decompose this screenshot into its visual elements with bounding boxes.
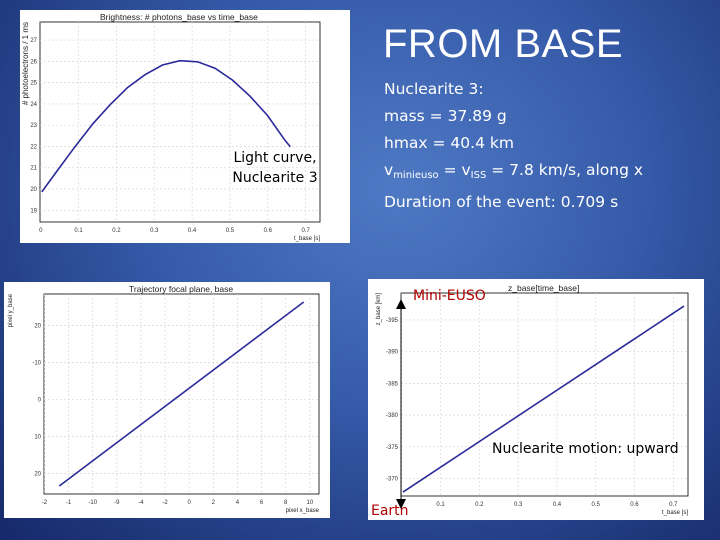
slide-title: FROM BASE: [383, 22, 624, 66]
x-tick-label: -2: [42, 500, 48, 506]
x-tick-label: 0.7: [301, 228, 310, 234]
x-tick-label: 2: [212, 500, 216, 506]
velocity-v: v: [384, 161, 394, 179]
x-tick-label: 0.4: [188, 228, 197, 234]
y-tick-label: 0: [38, 398, 42, 404]
data-series-line: [41, 59, 291, 193]
x-tick-label: 8: [284, 500, 288, 506]
info-mass: mass = 37.89 g: [384, 107, 507, 125]
y-tick-label: 26: [30, 59, 37, 65]
x-tick-label: 0.7: [669, 502, 678, 508]
x-tick-label: -10: [88, 500, 97, 506]
x-tick-label: 0.5: [226, 228, 235, 234]
x-tick-label: 0.3: [514, 502, 523, 508]
data-series-line: [58, 301, 305, 487]
y-tick-label: -390: [386, 350, 399, 356]
trajectory-chart: -2 -1 -10 -9 -4 -2 0 2 4 6 8 10 20 10 0 -10 20 Trajectory…: [8, 284, 320, 514]
z-time-panel: 00.10.20.30.40.50.60.7-370-375-380-385-3…: [368, 279, 704, 520]
arrow-head-down: [396, 499, 406, 509]
x-tick-label: 0.6: [630, 502, 639, 508]
y-tick-label: 21: [30, 166, 37, 172]
info-velocity: vminieuso = vISS = 7.8 km/s, along x: [384, 157, 643, 189]
x-tick-label: -9: [114, 500, 120, 506]
x-tick-label: 0.6: [264, 228, 273, 234]
y-tick-label: 20: [34, 472, 41, 478]
info-hmax: hmax = 40.4 km: [384, 134, 514, 152]
x-tick-label: -4: [138, 500, 144, 506]
chart-title: Trajectory focal plane, base: [129, 284, 233, 294]
x-tick-label: 0.1: [74, 228, 83, 234]
y-axis-label: pixel y_base: [8, 293, 14, 327]
x-tick-label: 0: [188, 500, 192, 506]
x-tick-label: 4: [236, 500, 240, 506]
velocity-value: = 7.8 km/s, along x: [486, 161, 644, 179]
y-tick-label: 23: [30, 123, 37, 129]
plot-frame: [39, 21, 321, 223]
y-tick-label: 19: [30, 208, 37, 214]
y-tick-label: 25: [30, 81, 37, 87]
x-tick-label: 0.1: [436, 502, 445, 508]
arrow-head-up: [396, 299, 406, 309]
z-time-chart: 00.10.20.30.40.50.60.7-370-375-380-385-3…: [376, 283, 689, 516]
y-tick-label: 20: [34, 323, 41, 329]
motion-label: Nuclearite motion: upward: [492, 441, 679, 457]
x-tick-label: 0.5: [592, 502, 601, 508]
x-axis-label: pixel x_base: [286, 508, 320, 514]
y-tick-label: 20: [30, 187, 37, 193]
x-tick-label: 0.2: [475, 502, 484, 508]
y-axis-label: # photoelectrons / 1 ms: [21, 22, 30, 105]
x-tick-label: 0.3: [150, 228, 159, 234]
earth-label: Earth: [371, 503, 409, 519]
x-tick-label: 6: [260, 500, 264, 506]
light-curve-label: Light curve, Nuclearite 3: [232, 150, 318, 186]
y-tick-label: -375: [386, 445, 399, 451]
x-tick-label: -2: [162, 500, 168, 506]
chart-title: Brightness: # photons_base vs time_base: [100, 12, 258, 22]
x-tick-label: 0.2: [112, 228, 121, 234]
nuclearite-info: Nuclearite 3: mass = 37.89 g hmax = 40.4…: [384, 76, 643, 216]
data-series-line: [402, 305, 685, 493]
x-tick-label: 0: [39, 228, 43, 234]
x-tick-label: 0.4: [553, 502, 562, 508]
y-tick-label: 10: [34, 435, 41, 441]
y-tick-label: 24: [30, 102, 37, 108]
x-tick-label: -1: [66, 500, 72, 506]
y-tick-label: 22: [30, 144, 37, 150]
mini-euso-label: Mini-EUSO: [413, 288, 486, 304]
info-duration: Duration of the event: 0.709 s: [384, 193, 619, 211]
light-curve-panel: 0 0.1 0.2 0.3 0.4 0.5 0.6 0.7 19 20 21 22 23 24 25 26 27…: [20, 10, 350, 243]
y-tick-label: -380: [386, 413, 399, 419]
light-curve-chart: 0 0.1 0.2 0.3 0.4 0.5 0.6 0.7 19 20 21 22 23 24 25 26 27…: [21, 12, 321, 242]
y-tick-label: -395: [386, 318, 399, 324]
y-tick-label: -385: [386, 381, 399, 387]
x-axis-label: t_base [s]: [662, 510, 688, 516]
velocity-sub-iss: ISS: [470, 170, 487, 181]
y-tick-label: 27: [30, 38, 37, 44]
x-axis-label: t_base [s]: [294, 236, 320, 242]
vertical-arrow: [396, 299, 406, 509]
trajectory-panel: -2 -1 -10 -9 -4 -2 0 2 4 6 8 10 20 10 0 -10 20 Trajectory…: [4, 282, 330, 518]
chart-title: z_base[time_base]: [508, 283, 579, 293]
y-tick-label: -10: [32, 361, 41, 367]
y-axis-label: z_base [km]: [376, 293, 382, 326]
y-tick-label: -370: [386, 477, 399, 483]
info-heading: Nuclearite 3:: [384, 80, 484, 98]
velocity-sub-minieuso: minieuso: [393, 170, 439, 181]
velocity-equals: = v: [438, 161, 471, 179]
x-tick-label: 10: [306, 500, 313, 506]
